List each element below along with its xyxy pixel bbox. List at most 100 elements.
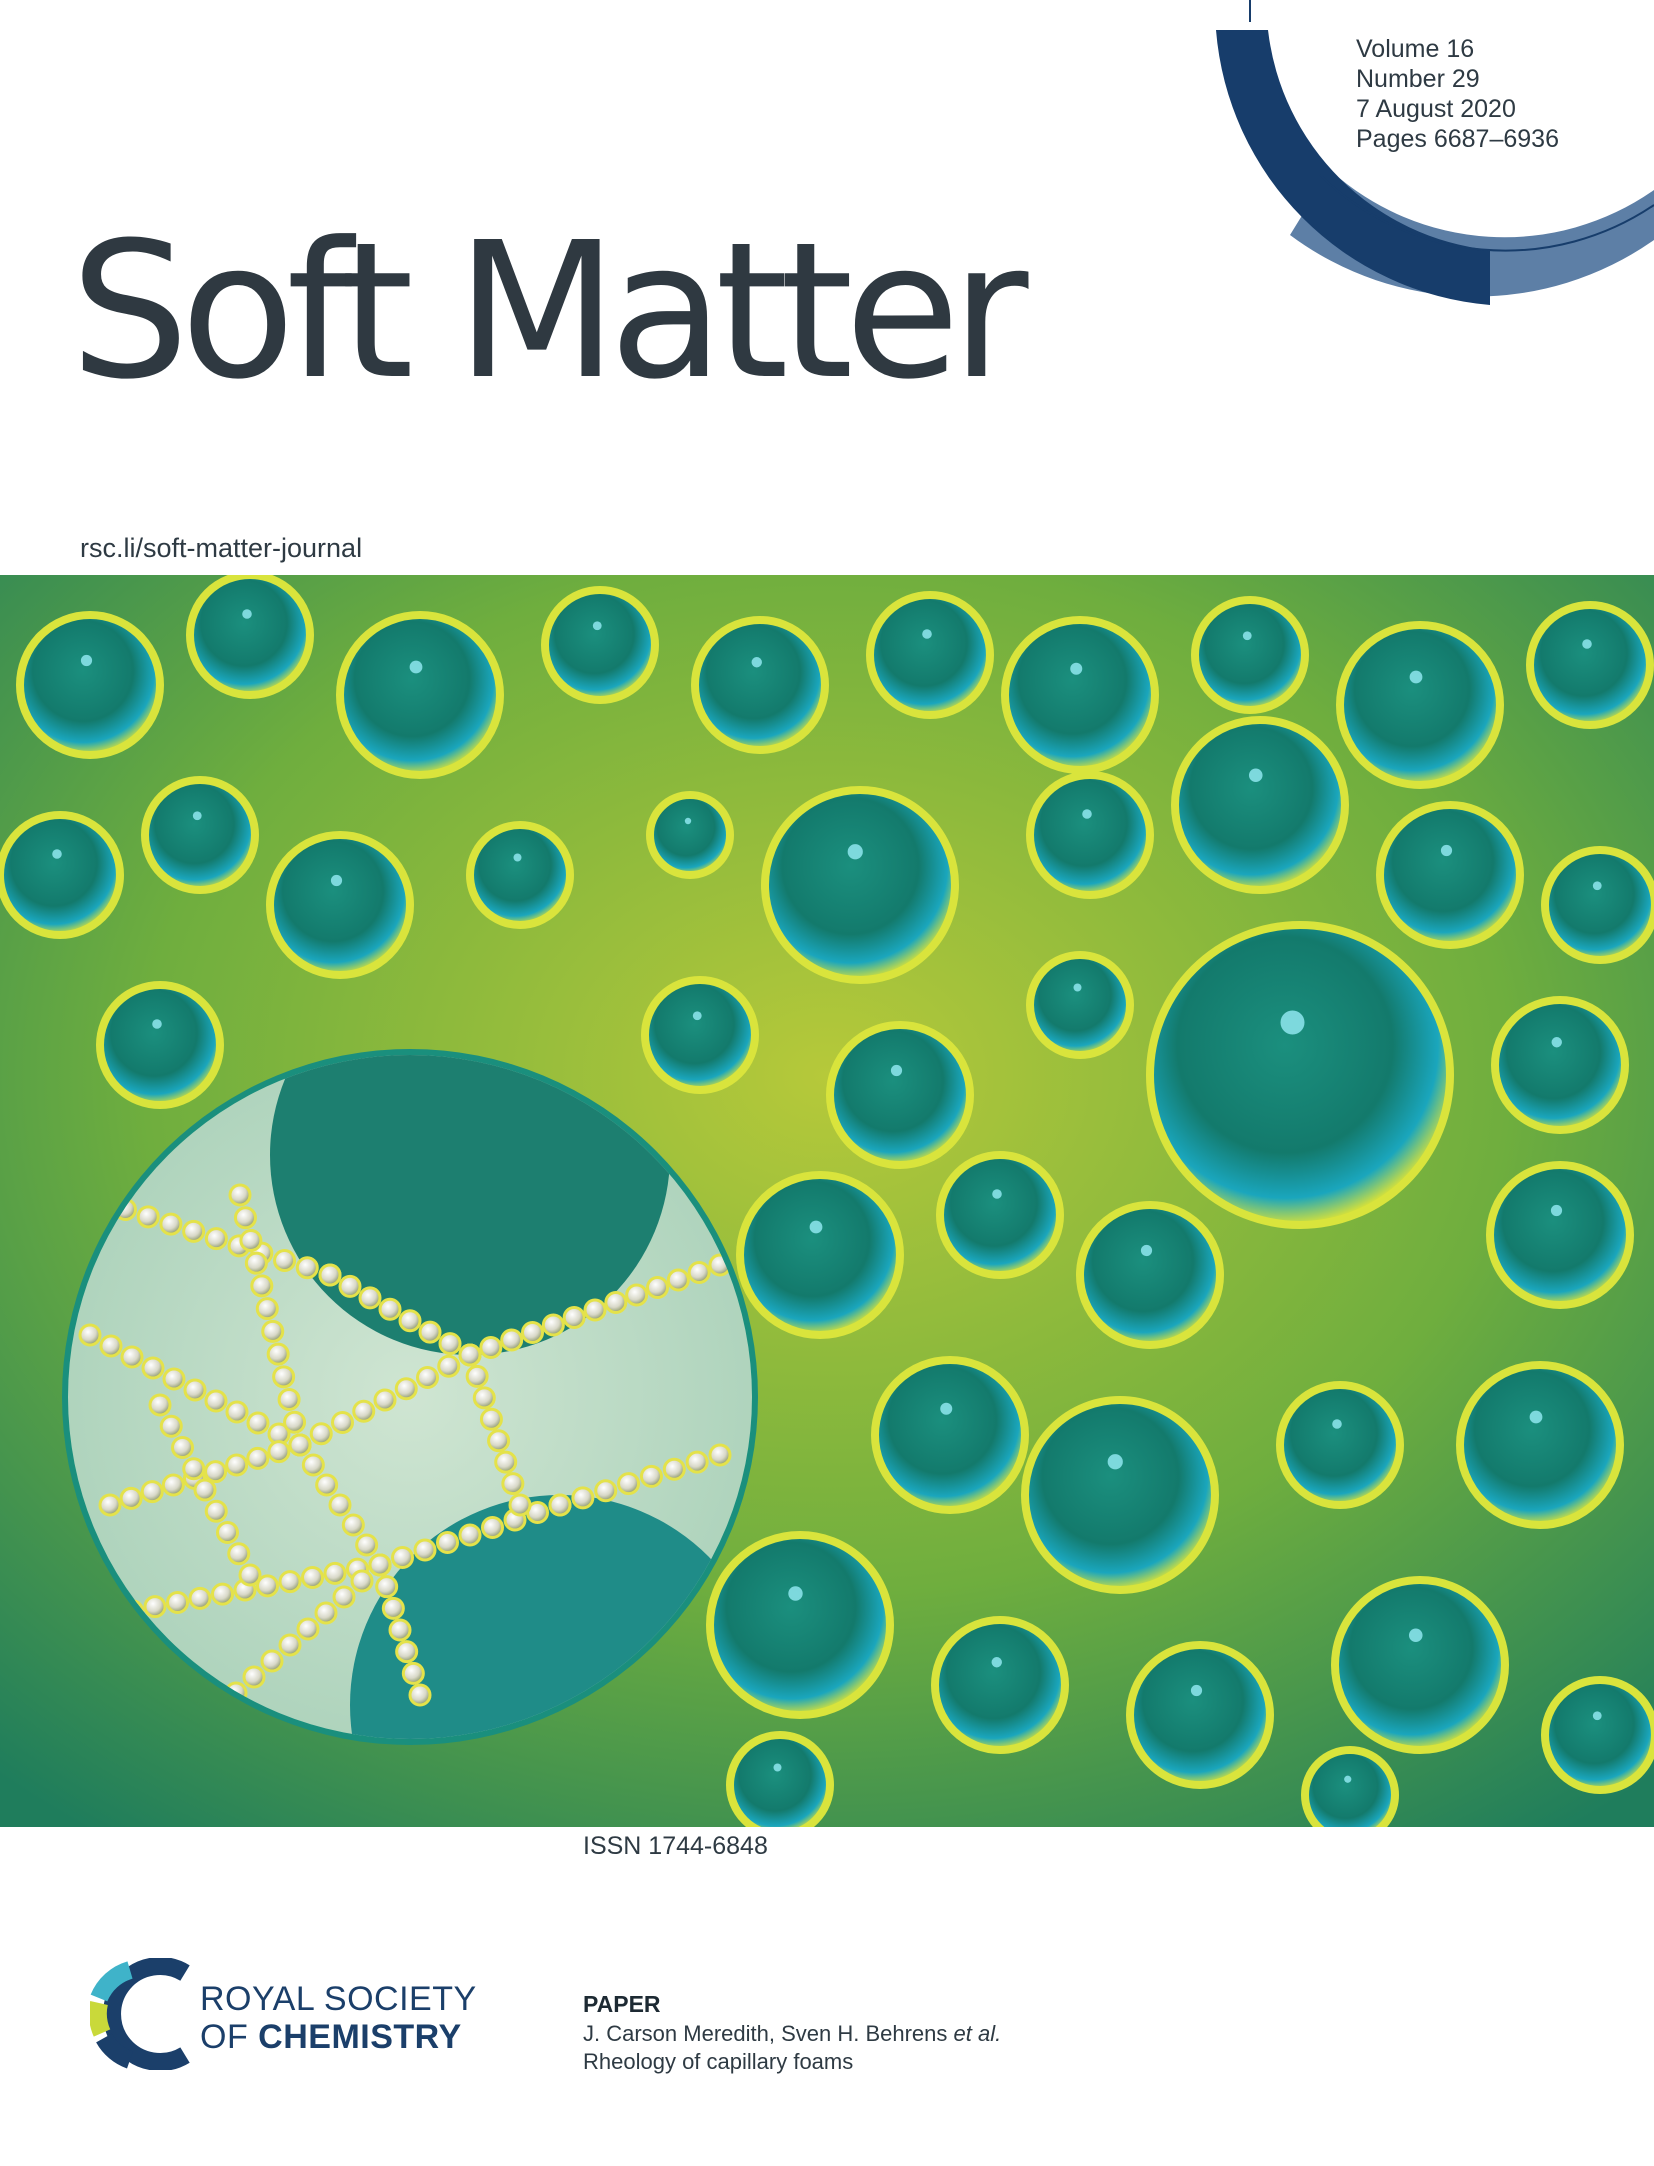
bubble-highlight (513, 853, 522, 862)
foam-bubble (1191, 596, 1309, 714)
bubble-highlight (192, 811, 202, 821)
particle-bead (166, 1591, 189, 1614)
foam-bubble (1126, 1641, 1274, 1789)
foam-bubble (1336, 621, 1504, 789)
foam-bubble (141, 776, 259, 894)
particle-bead (391, 1546, 414, 1569)
foam-bubble (1026, 951, 1134, 1059)
bubble-highlight (751, 657, 762, 668)
foam-bubble (16, 611, 164, 759)
particle-bead (204, 1499, 228, 1523)
bubble-highlight (592, 621, 602, 631)
particle-bead (594, 1479, 618, 1503)
particle-bead (225, 1400, 249, 1424)
particle-bead (246, 1411, 270, 1435)
particle-bead (639, 1464, 663, 1488)
particle-bead (204, 1227, 228, 1251)
bubble-highlight (788, 1586, 803, 1601)
particle-bead (182, 1219, 206, 1243)
particle-bead (250, 1274, 274, 1298)
bubble-highlight (1582, 639, 1592, 649)
bubble-highlight (1440, 844, 1453, 857)
foam-bubble (186, 575, 314, 699)
particle-bead (162, 1367, 186, 1391)
foam-bubble (706, 1531, 894, 1719)
particle-bead (472, 1386, 496, 1410)
particle-bead (120, 1345, 144, 1369)
particle-bead (583, 1298, 607, 1322)
foam-bubble (866, 591, 994, 719)
foam-bubbles (0, 575, 1654, 1827)
particle-bead (119, 1486, 143, 1510)
bubble-highlight (242, 609, 252, 619)
particle-bead (338, 1274, 362, 1298)
foam-bubble (1276, 1381, 1404, 1509)
particle-bead (255, 1297, 279, 1321)
particle-bead (244, 1251, 268, 1275)
bubble-highlight (1190, 1684, 1203, 1697)
particle-bead (494, 1450, 518, 1474)
particle-bead (413, 1538, 437, 1562)
bubble-highlight (1140, 1244, 1153, 1257)
particle-bead (388, 1618, 412, 1642)
particle-bead (238, 1563, 262, 1587)
foam-bubble (266, 831, 414, 979)
particle-bead (479, 1407, 503, 1431)
paper-authors-etal: et al. (953, 2021, 1002, 2046)
bubble-highlight (1344, 1775, 1352, 1783)
bubble-highlight (1280, 1010, 1305, 1035)
particle-bead (438, 1332, 462, 1356)
bubble-highlight (409, 660, 423, 674)
foam-bubble (1301, 1746, 1399, 1827)
bubble-highlight (1107, 1454, 1123, 1470)
bubble-highlight (1529, 1410, 1543, 1424)
particle-bead (301, 1453, 325, 1477)
issue-number: Number 29 (1356, 65, 1480, 93)
particle-bead (358, 1286, 382, 1310)
bubble-highlight (1070, 662, 1083, 675)
paper-title[interactable]: Rheology of capillary foams (583, 2049, 854, 2074)
particle-bead (395, 1640, 419, 1664)
foam-bubble (1146, 921, 1454, 1229)
foam-bubble (1021, 1396, 1219, 1594)
paper-block: PAPER J. Carson Meredith, Sven H. Behren… (583, 1990, 1001, 2076)
foam-bubble (871, 1356, 1029, 1514)
particle-bead (225, 1453, 249, 1477)
foam-bubble (541, 586, 659, 704)
particle-bead (352, 1399, 376, 1423)
particle-bead (193, 1478, 217, 1502)
particle-bead (350, 1569, 374, 1593)
particle-bead (283, 1410, 307, 1434)
particle-bead (78, 1323, 102, 1347)
decorative-arc-icon (1216, 0, 1654, 305)
particle-bead (239, 1228, 263, 1252)
foam-bubble (826, 1021, 974, 1169)
particle-bead (227, 1542, 251, 1566)
particle-bead (458, 1523, 482, 1547)
foam-bubble (1541, 1676, 1654, 1794)
bubble-highlight (52, 849, 62, 859)
particle-bead (328, 1493, 352, 1517)
particle-bead (277, 1388, 301, 1412)
particle-bead (662, 1457, 686, 1481)
particle-bead (408, 1683, 432, 1707)
journal-url[interactable]: rsc.li/soft-matter-journal (80, 533, 363, 563)
bubble-highlight (992, 1189, 1002, 1199)
particle-bead (278, 1633, 302, 1657)
cover-image (0, 575, 1654, 1827)
bubble-highlight (1592, 881, 1602, 891)
bubble-highlight (152, 1019, 162, 1029)
particle-bead (148, 1393, 172, 1417)
bubble-highlight (1332, 1419, 1342, 1429)
particle-bead (242, 1665, 266, 1689)
bubble-highlight (890, 1064, 903, 1077)
particle-bead (171, 1436, 194, 1459)
particle-bead (617, 1472, 641, 1496)
particle-bead (273, 1248, 297, 1272)
particle-bead (437, 1354, 461, 1378)
bubble-highlight (1242, 631, 1252, 641)
particle-bead (296, 1617, 320, 1641)
particle-beads (68, 1183, 732, 1737)
foam-bubble (1376, 801, 1524, 949)
particle-bead (188, 1586, 212, 1610)
